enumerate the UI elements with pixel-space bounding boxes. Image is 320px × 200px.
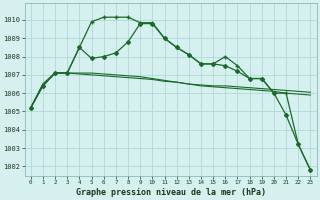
X-axis label: Graphe pression niveau de la mer (hPa): Graphe pression niveau de la mer (hPa) — [76, 188, 266, 197]
